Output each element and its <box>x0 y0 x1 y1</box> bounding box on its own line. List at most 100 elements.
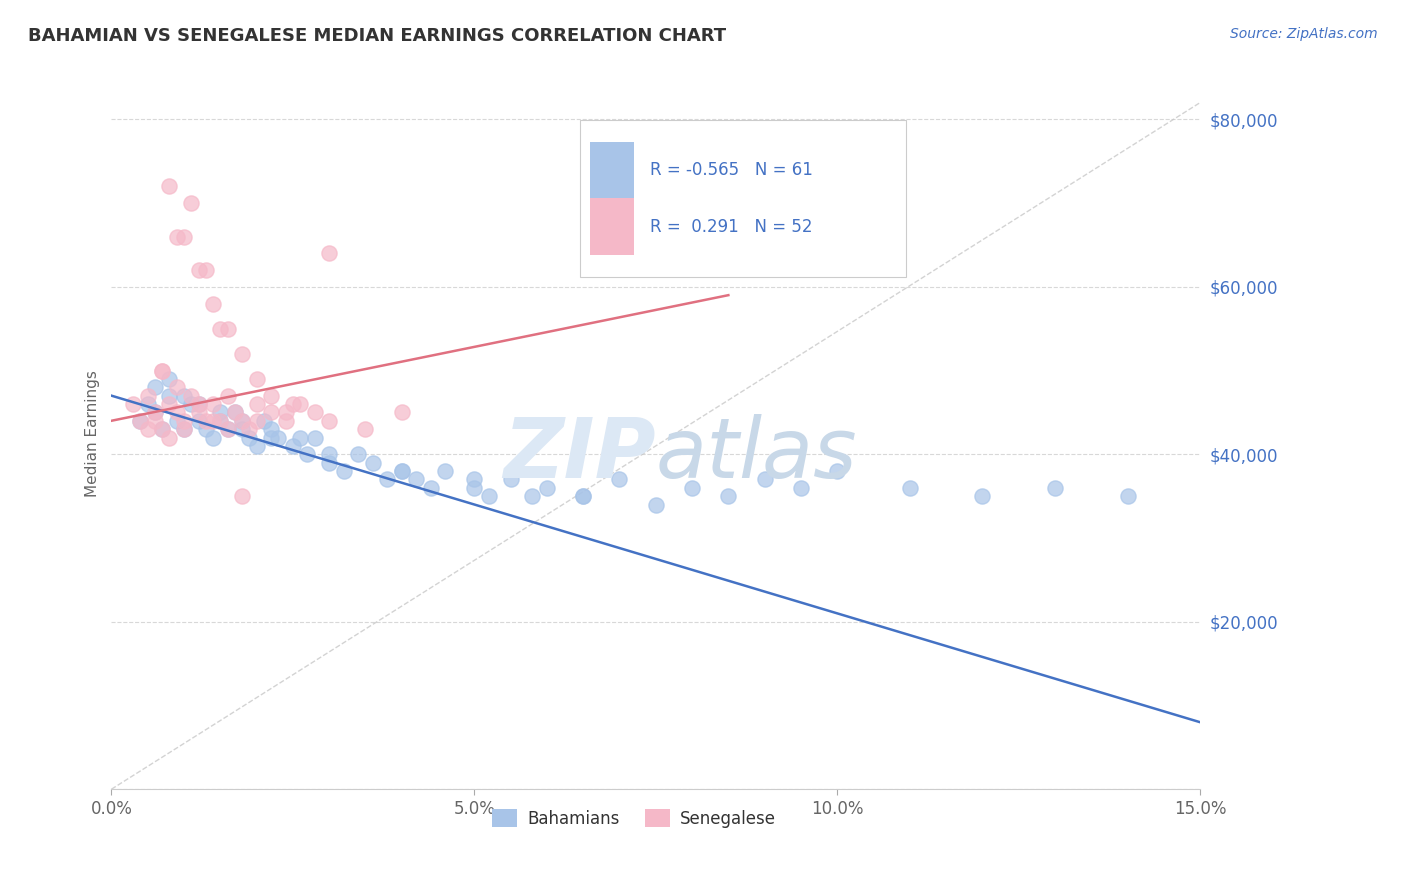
Point <box>173 422 195 436</box>
Point <box>318 246 340 260</box>
Text: R =  0.291   N = 52: R = 0.291 N = 52 <box>651 218 813 235</box>
Point <box>536 481 558 495</box>
Point <box>245 397 267 411</box>
Text: ZIP: ZIP <box>503 414 655 495</box>
Point <box>245 414 267 428</box>
Point <box>478 489 501 503</box>
Point <box>194 422 217 436</box>
Point <box>572 489 595 503</box>
Point <box>231 414 253 428</box>
Point <box>217 422 239 436</box>
Text: R = -0.565   N = 61: R = -0.565 N = 61 <box>651 161 813 179</box>
Point <box>150 422 173 436</box>
Point <box>180 196 202 211</box>
Point <box>150 422 173 436</box>
Point <box>150 363 173 377</box>
Point <box>304 430 326 444</box>
Point <box>150 363 173 377</box>
Point <box>297 447 319 461</box>
Point <box>434 464 457 478</box>
Point <box>122 397 145 411</box>
Point <box>754 472 776 486</box>
Point <box>129 414 152 428</box>
Point <box>260 405 283 419</box>
Point <box>231 414 253 428</box>
Point <box>499 472 522 486</box>
Point <box>159 389 181 403</box>
Point <box>238 430 260 444</box>
Point <box>159 397 181 411</box>
Point <box>260 389 283 403</box>
Point <box>304 405 326 419</box>
Point <box>253 414 276 428</box>
FancyBboxPatch shape <box>579 120 907 277</box>
Point <box>180 389 202 403</box>
Point <box>143 405 166 419</box>
FancyBboxPatch shape <box>591 198 634 255</box>
Point <box>173 389 195 403</box>
Point <box>354 422 377 436</box>
Point <box>972 489 994 503</box>
Point <box>231 347 253 361</box>
Point <box>288 430 311 444</box>
Y-axis label: Median Earnings: Median Earnings <box>86 370 100 497</box>
Point <box>143 405 166 419</box>
Point <box>180 397 202 411</box>
Point <box>231 422 253 436</box>
Point <box>173 229 195 244</box>
Point <box>136 389 159 403</box>
Point <box>391 405 413 419</box>
Point <box>347 447 370 461</box>
Point <box>202 296 225 310</box>
Point <box>318 414 340 428</box>
Point <box>419 481 441 495</box>
Point <box>209 321 232 335</box>
Point <box>375 472 398 486</box>
Text: BAHAMIAN VS SENEGALESE MEDIAN EARNINGS CORRELATION CHART: BAHAMIAN VS SENEGALESE MEDIAN EARNINGS C… <box>28 27 727 45</box>
FancyBboxPatch shape <box>591 142 634 199</box>
Point <box>187 405 209 419</box>
Point <box>217 321 239 335</box>
Point <box>609 472 631 486</box>
Point <box>202 414 225 428</box>
Point <box>267 430 290 444</box>
Point <box>173 422 195 436</box>
Point <box>224 405 246 419</box>
Point <box>1043 481 1066 495</box>
Point <box>572 489 595 503</box>
Point <box>281 439 304 453</box>
Point <box>187 397 209 411</box>
Point <box>143 380 166 394</box>
Point <box>231 489 253 503</box>
Point <box>202 397 225 411</box>
Point <box>187 397 209 411</box>
Point <box>1116 489 1139 503</box>
Point <box>825 464 848 478</box>
Point <box>136 422 159 436</box>
Point <box>717 489 740 503</box>
Legend: Bahamians, Senegalese: Bahamians, Senegalese <box>485 803 782 834</box>
Point <box>281 397 304 411</box>
Point <box>194 263 217 277</box>
Point <box>318 447 340 461</box>
Point <box>224 405 246 419</box>
Point <box>238 422 260 436</box>
Point <box>463 472 485 486</box>
Point <box>790 481 813 495</box>
Text: atlas: atlas <box>655 414 858 495</box>
Point <box>166 229 188 244</box>
Point <box>522 489 544 503</box>
Point <box>245 372 267 386</box>
Point <box>274 405 297 419</box>
Point <box>209 414 232 428</box>
Point <box>173 414 195 428</box>
Point <box>202 430 225 444</box>
Point <box>166 405 188 419</box>
Point <box>217 389 239 403</box>
Point <box>260 422 283 436</box>
Point <box>463 481 485 495</box>
Point <box>159 179 181 194</box>
Text: Source: ZipAtlas.com: Source: ZipAtlas.com <box>1230 27 1378 41</box>
Point <box>898 481 921 495</box>
Point <box>143 414 166 428</box>
